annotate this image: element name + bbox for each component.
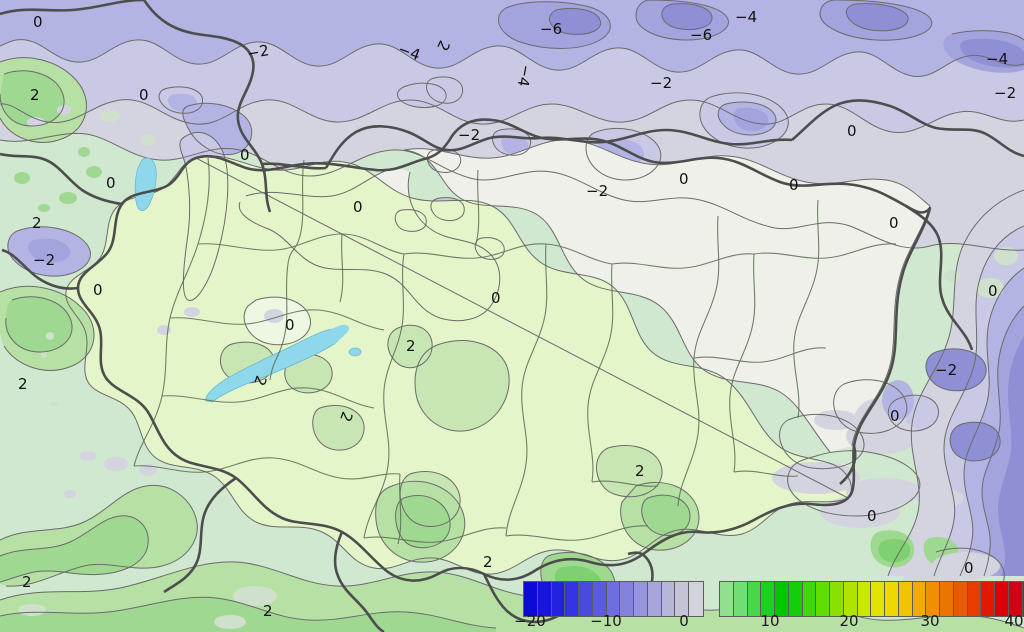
county-borders <box>133 157 897 545</box>
